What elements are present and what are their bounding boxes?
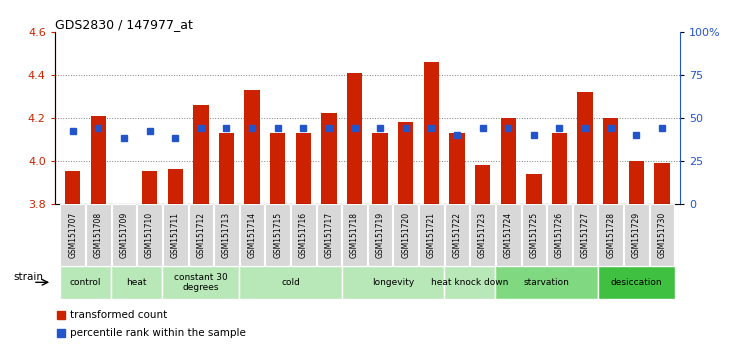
Bar: [60, 266, 111, 299]
Bar: [424, 62, 439, 204]
Text: desiccation: desiccation: [610, 278, 662, 287]
Bar: [111, 266, 162, 299]
Text: GDS2830 / 147977_at: GDS2830 / 147977_at: [55, 18, 193, 31]
Text: GSM151721: GSM151721: [427, 212, 436, 257]
Bar: [321, 113, 336, 204]
Bar: [393, 204, 418, 266]
Bar: [496, 266, 598, 299]
Bar: [291, 204, 316, 266]
Bar: [219, 133, 234, 204]
Text: GSM151717: GSM151717: [325, 211, 333, 258]
Text: control: control: [70, 278, 102, 287]
Bar: [341, 266, 444, 299]
Bar: [86, 204, 110, 266]
Text: GSM151730: GSM151730: [657, 211, 667, 258]
Text: starvation: starvation: [523, 278, 569, 287]
Text: GSM151726: GSM151726: [555, 211, 564, 258]
Bar: [244, 90, 260, 204]
Text: percentile rank within the sample: percentile rank within the sample: [70, 328, 246, 338]
Bar: [603, 118, 618, 204]
Bar: [598, 266, 675, 299]
Bar: [526, 173, 542, 204]
Bar: [470, 204, 495, 266]
Text: GSM151727: GSM151727: [580, 211, 590, 258]
Bar: [239, 266, 341, 299]
Bar: [189, 204, 213, 266]
Text: longevity: longevity: [372, 278, 414, 287]
Text: GSM151709: GSM151709: [119, 211, 129, 258]
Text: GSM151708: GSM151708: [94, 211, 103, 258]
Text: GSM151724: GSM151724: [504, 211, 512, 258]
Text: GSM151715: GSM151715: [273, 211, 282, 258]
Bar: [317, 204, 341, 266]
Bar: [547, 204, 572, 266]
Bar: [496, 204, 520, 266]
Text: GSM151713: GSM151713: [222, 211, 231, 258]
Bar: [346, 73, 362, 204]
Text: GSM151720: GSM151720: [401, 211, 410, 258]
Text: GSM151729: GSM151729: [632, 211, 641, 258]
Bar: [61, 204, 85, 266]
Bar: [137, 204, 162, 266]
Bar: [373, 133, 388, 204]
Bar: [167, 169, 183, 204]
Bar: [214, 204, 239, 266]
Text: GSM151728: GSM151728: [606, 212, 616, 257]
Bar: [142, 171, 157, 204]
Text: GSM151719: GSM151719: [376, 211, 385, 258]
Bar: [577, 92, 593, 204]
Bar: [444, 266, 496, 299]
Bar: [444, 204, 469, 266]
Bar: [450, 133, 465, 204]
Text: cold: cold: [281, 278, 300, 287]
Bar: [654, 163, 670, 204]
Bar: [265, 204, 290, 266]
Text: GSM151711: GSM151711: [171, 212, 180, 257]
Text: transformed count: transformed count: [70, 309, 167, 320]
Text: GSM151707: GSM151707: [68, 211, 77, 258]
Bar: [368, 204, 393, 266]
Bar: [573, 204, 597, 266]
Bar: [342, 204, 367, 266]
Text: GSM151710: GSM151710: [145, 211, 154, 258]
Text: constant 30
degrees: constant 30 degrees: [174, 273, 227, 292]
Bar: [295, 133, 311, 204]
Bar: [398, 122, 414, 204]
Bar: [419, 204, 444, 266]
Bar: [162, 266, 239, 299]
Bar: [552, 133, 567, 204]
Bar: [599, 204, 623, 266]
Text: strain: strain: [14, 272, 44, 282]
Bar: [193, 105, 208, 204]
Bar: [112, 204, 136, 266]
Bar: [624, 204, 648, 266]
Bar: [270, 133, 285, 204]
Text: GSM151725: GSM151725: [529, 211, 538, 258]
Text: GSM151712: GSM151712: [197, 212, 205, 257]
Text: GSM151722: GSM151722: [452, 212, 461, 257]
Bar: [650, 204, 674, 266]
Bar: [163, 204, 188, 266]
Bar: [629, 161, 644, 204]
Bar: [240, 204, 265, 266]
Bar: [521, 204, 546, 266]
Bar: [65, 171, 80, 204]
Bar: [501, 118, 516, 204]
Text: GSM151718: GSM151718: [350, 212, 359, 257]
Bar: [91, 115, 106, 204]
Text: heat knock down: heat knock down: [431, 278, 509, 287]
Text: GSM151716: GSM151716: [299, 211, 308, 258]
Bar: [475, 165, 491, 204]
Text: heat: heat: [126, 278, 147, 287]
Text: GSM151723: GSM151723: [478, 211, 487, 258]
Text: GSM151714: GSM151714: [248, 211, 257, 258]
